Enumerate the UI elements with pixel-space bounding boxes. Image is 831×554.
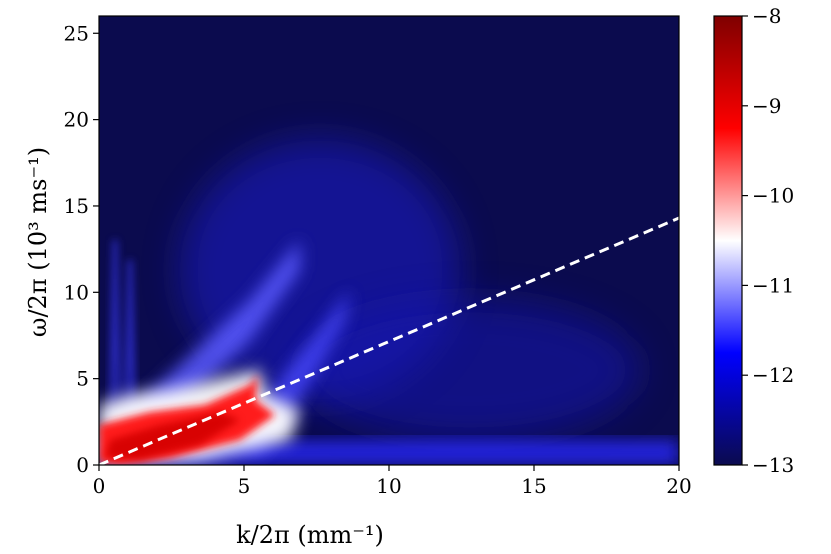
y-tick-label: 0 xyxy=(76,453,89,477)
y-tick-label: 5 xyxy=(76,367,89,391)
x-tick-label: 0 xyxy=(93,474,106,498)
y-tick-label: 10 xyxy=(64,280,89,304)
heatmap-ripples xyxy=(107,239,138,461)
y-axis: 0 5 10 15 20 25 xyxy=(64,21,99,477)
colorbar-tick-label: −9 xyxy=(752,94,781,118)
colorbar-frame xyxy=(713,15,743,466)
y-tick-label: 15 xyxy=(64,194,89,218)
heatmap-plume-right xyxy=(300,300,640,440)
x-tick-label: 20 xyxy=(666,474,691,498)
colorbar-tick-label: −12 xyxy=(752,363,794,387)
reference-line xyxy=(99,216,679,465)
colorbar-tick-label: −13 xyxy=(752,453,794,477)
x-tick-label: 5 xyxy=(238,474,251,498)
x-axis: 0 5 10 15 20 xyxy=(93,465,692,498)
y-tick-label: 20 xyxy=(64,108,89,132)
heatmap xyxy=(99,16,679,465)
heatmap-upper-branch xyxy=(120,240,300,440)
x-axis-label: k/2π (mm⁻¹) xyxy=(236,521,384,549)
colorbar-gradient xyxy=(714,16,742,465)
x-tick-label: 10 xyxy=(376,474,401,498)
colorbar: −8 −9 −10 −11 −12 −13 xyxy=(713,4,794,477)
colorbar-tick-label: −10 xyxy=(752,184,794,208)
x-tick-label: 15 xyxy=(521,474,546,498)
colorbar-ticks: −8 −9 −10 −11 −12 −13 xyxy=(742,4,794,477)
colorbar-tick-label: −8 xyxy=(752,4,781,28)
colorbar-tick-label: −11 xyxy=(752,273,794,297)
y-tick-label: 25 xyxy=(64,21,89,45)
y-axis-label: ω/2π (10³ ms⁻¹) xyxy=(24,147,52,337)
heatmap-peak-core xyxy=(105,412,240,460)
